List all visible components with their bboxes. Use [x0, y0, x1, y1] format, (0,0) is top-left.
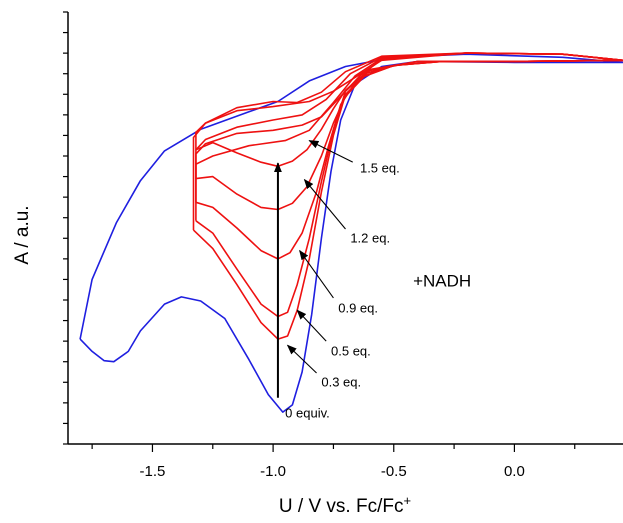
y-axis-title: A / a.u.	[12, 205, 33, 264]
x-tick-label: -1.0	[260, 463, 286, 480]
x-axis-title-sup: +	[403, 493, 411, 508]
annotation-label: 0.5 eq.	[331, 344, 371, 359]
annotation-label: 1.5 eq.	[360, 160, 400, 175]
plot-area: -1.5 -1.0 -0.5 0.0 0 equiv. 0.3 eq. 0.5 eq. 0.9…	[63, 11, 623, 480]
series-line-1	[192, 52, 623, 340]
x-axis-title-main: U / V vs. Fc/Fc	[279, 496, 404, 517]
annotation-arrow	[286, 344, 317, 374]
annotation-label: 0.9 eq.	[338, 300, 378, 315]
annotation-arrow	[308, 140, 353, 163]
series-line-0	[79, 53, 623, 413]
series-line-2	[195, 52, 623, 318]
series-line-5	[195, 52, 623, 168]
annotation-label: 0.3 eq.	[321, 374, 361, 389]
nadh-label: +NADH	[413, 272, 471, 291]
series-line-4	[195, 52, 623, 211]
x-tick-label: -1.5	[140, 463, 166, 480]
annotation-arrow	[296, 309, 327, 342]
x-axis-title: U / V vs. Fc/Fc+	[279, 493, 411, 518]
annotation-arrow	[299, 249, 334, 299]
x-tick-label: -0.5	[381, 463, 407, 480]
series-line-3	[195, 52, 623, 260]
x-tick-label: 0.0	[504, 463, 525, 480]
annotation-arrow	[303, 178, 346, 230]
annotation-label: 1.2 eq.	[350, 230, 390, 245]
annotation-label: 0 equiv.	[285, 405, 330, 420]
